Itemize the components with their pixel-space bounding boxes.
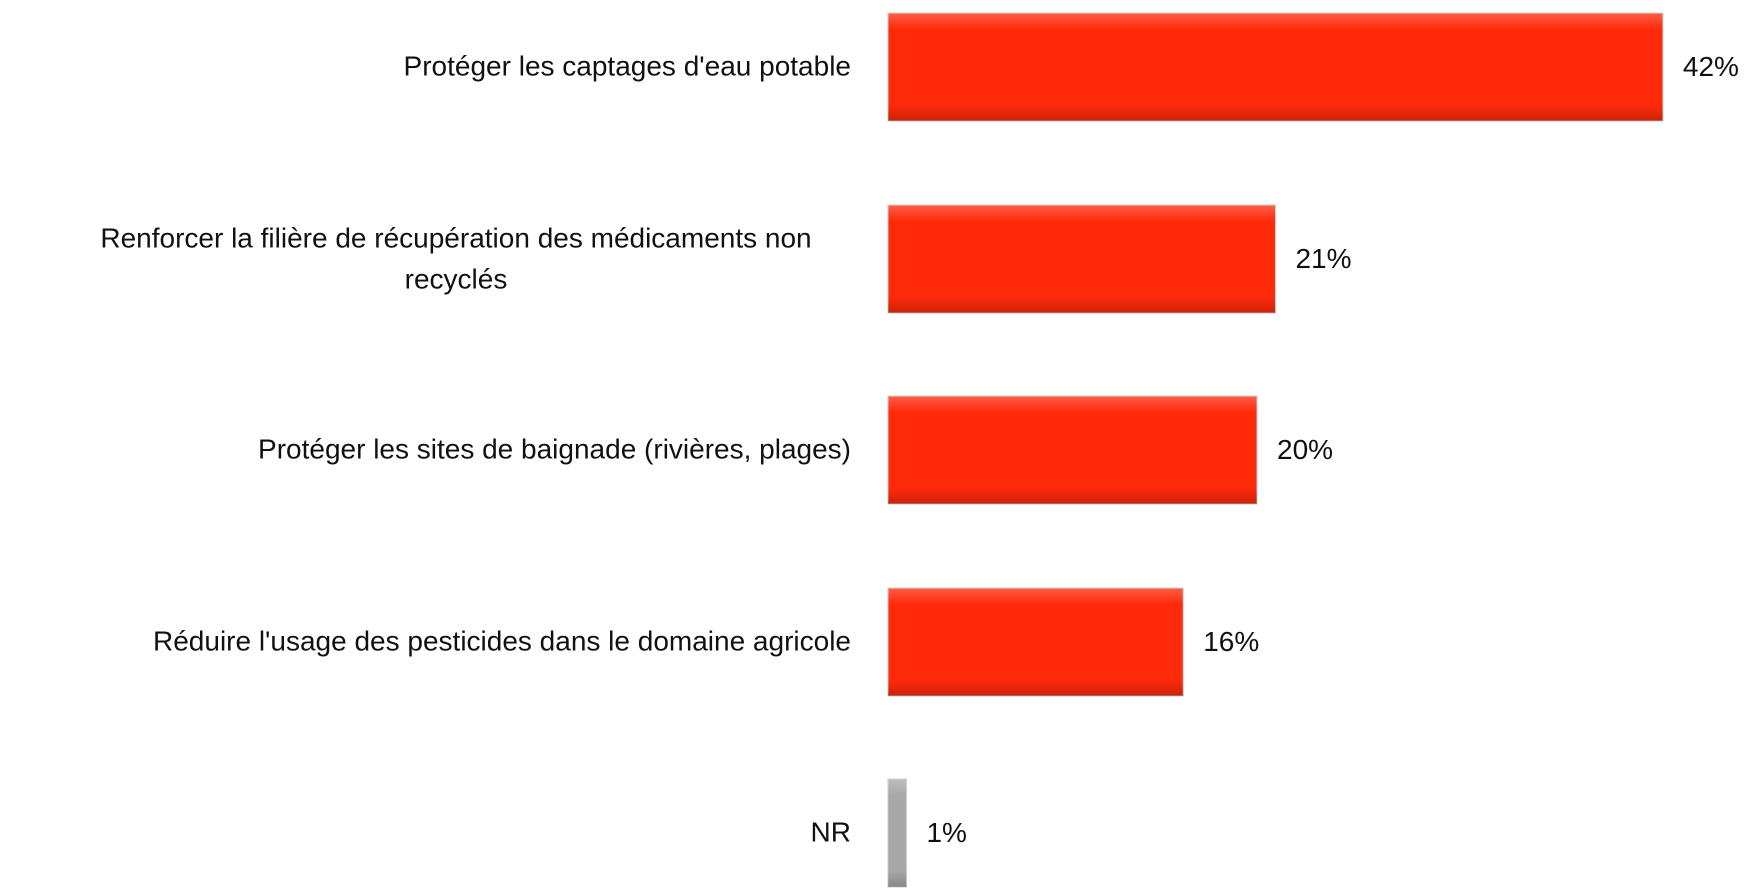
value-label: 21% xyxy=(1295,243,1352,274)
value-label: 42% xyxy=(1682,51,1739,82)
value-label: 1% xyxy=(926,817,967,848)
bar-shade xyxy=(888,779,907,887)
bar-shade xyxy=(888,13,1663,121)
bar-shade xyxy=(888,588,1184,696)
category-label: NR xyxy=(810,816,851,848)
category-label: Réduire l'usage des pesticides dans le d… xyxy=(153,625,851,657)
category-label: Renforcer la filière de récupération des… xyxy=(100,222,812,294)
bar-shade xyxy=(888,396,1257,504)
value-label: 20% xyxy=(1277,434,1334,465)
value-label: 16% xyxy=(1203,626,1260,657)
category-label: Protéger les captages d'eau potable xyxy=(403,50,851,82)
bar-shade xyxy=(888,205,1276,313)
category-label: Protéger les sites de baignade (rivières… xyxy=(258,433,851,465)
